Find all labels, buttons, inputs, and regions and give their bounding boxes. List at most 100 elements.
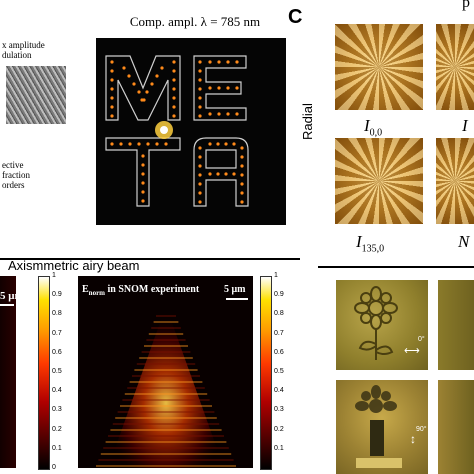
meta-dot xyxy=(172,69,176,73)
diffraction-label-line2: fraction xyxy=(2,170,30,180)
meta-dot xyxy=(172,96,176,100)
meta-dot xyxy=(235,60,239,64)
arrow-horizontal-icon: ⟷ xyxy=(404,345,420,357)
flower-image-90deg: ↕ 90° xyxy=(336,380,428,474)
meta-dot xyxy=(172,87,176,91)
colorbar-tick-label: 0.7 xyxy=(52,329,62,337)
colorbar-right xyxy=(260,276,272,470)
meta-dot xyxy=(216,142,220,146)
meta-dot xyxy=(164,142,168,146)
meta-dot xyxy=(217,112,221,116)
colorbar-tick-label: 0.8 xyxy=(274,310,284,318)
radial-image-i00 xyxy=(335,24,423,110)
snom-heatmap-svg xyxy=(78,276,253,468)
meta-dot xyxy=(240,200,244,204)
colorbar-tick-label: 0.7 xyxy=(274,329,284,337)
colorbar-tick-label: 0.3 xyxy=(52,406,62,414)
meta-letters-svg xyxy=(105,55,249,207)
colorbar-tick-label: 0.5 xyxy=(52,368,62,375)
meta-dot xyxy=(141,190,145,194)
meta-dot xyxy=(119,142,123,146)
meta-hologram-image xyxy=(96,38,286,225)
meta-dot xyxy=(132,82,136,86)
meta-dot xyxy=(232,172,236,176)
meta-dot xyxy=(150,82,154,86)
diffraction-orders-label: ective fraction orders xyxy=(2,160,30,190)
meta-dot xyxy=(226,112,230,116)
colorbar-left xyxy=(38,276,50,470)
colorbar-tick-label: 0 xyxy=(52,464,56,471)
meta-dot xyxy=(198,114,202,118)
meta-dot xyxy=(122,66,126,70)
meta-dot xyxy=(240,173,244,177)
colorbar-tick-label: 0.4 xyxy=(274,387,284,395)
arrow-label-0deg: 0° xyxy=(418,336,425,343)
colorbar-tick-label: 0.9 xyxy=(274,291,284,299)
meta-dot xyxy=(232,142,236,146)
flower-image-cut-2 xyxy=(438,380,474,474)
meta-dot xyxy=(240,164,244,168)
colorbar-tick-label: 0.1 xyxy=(52,444,62,452)
scale-bar-right-label: 5 μm xyxy=(224,284,246,295)
meta-dot xyxy=(110,78,114,82)
scale-bar-left-label: 5 μm xyxy=(0,290,24,302)
flower-0deg-svg xyxy=(354,286,398,360)
meta-dot xyxy=(141,181,145,185)
meta-dot xyxy=(240,155,244,159)
metasurface-sem-image xyxy=(6,66,66,124)
letter-m-outline xyxy=(105,55,181,121)
meta-dot xyxy=(235,86,239,90)
panel-c-cut-text: p xyxy=(462,0,470,11)
meta-dot xyxy=(198,155,202,159)
meta-dot xyxy=(110,87,114,91)
meta-dot xyxy=(240,191,244,195)
meta-dot xyxy=(110,60,114,64)
meta-dot xyxy=(198,105,202,109)
meta-dot xyxy=(198,182,202,186)
meta-dot xyxy=(137,90,141,94)
scale-bar-left xyxy=(0,304,14,306)
meta-dot xyxy=(172,114,176,118)
hotspot-center xyxy=(160,126,168,134)
letter-a-outline xyxy=(193,137,249,207)
amplitude-label-line1: x amplitude xyxy=(2,40,45,50)
meta-dot xyxy=(198,87,202,91)
meta-panel-title: Comp. ampl. λ = 785 nm xyxy=(129,14,261,29)
label-cut-right-1: I xyxy=(462,116,468,135)
colorbar-tick-label: 0.9 xyxy=(52,291,62,299)
colorbar-tick-label: 0.1 xyxy=(274,444,284,452)
meta-dot xyxy=(198,164,202,168)
colorbar-tick-label: 0.5 xyxy=(274,368,284,375)
meta-dot xyxy=(208,86,212,90)
panel-c-divider xyxy=(318,266,474,268)
colorbar-tick-label: 0.2 xyxy=(274,425,284,433)
meta-dot xyxy=(198,69,202,73)
meta-dot xyxy=(198,191,202,195)
amplitude-modulation-label: x amplitude dulation xyxy=(2,40,45,60)
label-i00: I0,0 xyxy=(364,116,383,139)
meta-dot xyxy=(198,60,202,64)
meta-dot xyxy=(198,173,202,177)
meta-dot xyxy=(141,199,145,203)
diffraction-label-line3: orders xyxy=(2,180,25,190)
meta-dot xyxy=(141,163,145,167)
colorbar-tick-label: 1 xyxy=(274,272,278,279)
meta-dot xyxy=(110,96,114,100)
meta-dot xyxy=(110,69,114,73)
colorbar-tick-label: 0.6 xyxy=(52,348,62,356)
radial-row-label: Radial xyxy=(300,103,315,140)
meta-dot xyxy=(110,105,114,109)
meta-dot xyxy=(155,74,159,78)
meta-dot xyxy=(198,78,202,82)
meta-dot xyxy=(140,98,144,102)
meta-dot xyxy=(208,172,212,176)
meta-dot xyxy=(208,142,212,146)
airy-beam-title: Axismmetric airy beam xyxy=(8,258,140,273)
meta-dot xyxy=(145,90,149,94)
letter-t-outline xyxy=(105,137,181,207)
panel-c-letter: C xyxy=(288,6,303,28)
scale-bar-right xyxy=(226,298,248,300)
flower-90deg-svg xyxy=(355,385,402,468)
meta-dot xyxy=(226,86,230,90)
flower-image-cut-1 xyxy=(438,280,474,370)
